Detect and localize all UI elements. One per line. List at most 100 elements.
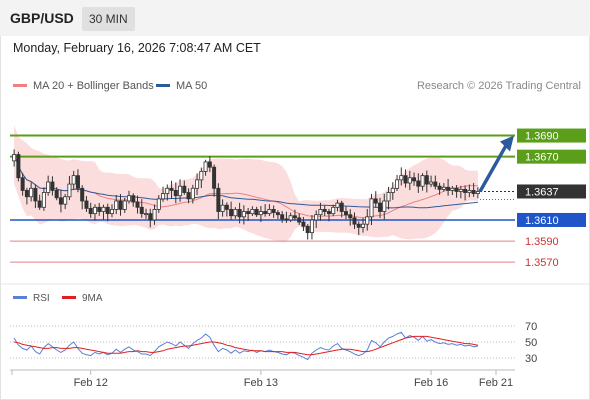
candle-body xyxy=(148,213,153,221)
candle-body xyxy=(463,188,468,193)
rsi-tick-label-0: 70 xyxy=(525,321,537,333)
candle-body xyxy=(229,209,234,217)
candle-body xyxy=(216,187,221,212)
candle-body xyxy=(263,211,268,215)
candle-body xyxy=(288,215,293,221)
bollinger-band xyxy=(14,125,478,243)
level-badge-0 xyxy=(517,128,586,143)
candle-body xyxy=(67,183,72,198)
level-label-3: 1.3590 xyxy=(525,236,559,248)
candle-body xyxy=(152,209,157,221)
candle-body xyxy=(237,209,242,218)
last-price-label: 1.3637 xyxy=(525,186,559,198)
candle-body xyxy=(322,209,327,212)
candle-body xyxy=(254,209,259,216)
candle-body xyxy=(58,197,63,205)
candle-body xyxy=(378,202,383,212)
candle-body xyxy=(88,207,93,215)
candle-body xyxy=(471,190,476,194)
candle-body xyxy=(390,187,395,193)
candle-body xyxy=(165,187,170,194)
candle-body xyxy=(420,175,425,187)
legend-swatch-ma50 xyxy=(156,83,170,87)
candle-body xyxy=(75,175,80,189)
candle-body xyxy=(114,200,119,210)
symbol-label: GBP/USD xyxy=(10,10,74,26)
candle-body xyxy=(433,181,438,187)
candle-body xyxy=(63,196,68,205)
candle-body xyxy=(343,211,348,216)
candle-body xyxy=(16,154,21,179)
x-tick-label-0: Feb 12 xyxy=(74,377,108,389)
level-label-2: 1.3610 xyxy=(525,215,559,227)
candle-body xyxy=(220,204,225,212)
candle-body xyxy=(173,190,178,197)
candle-body xyxy=(109,209,114,215)
legend-swatch-rsi xyxy=(13,295,27,299)
level-label-0: 1.3690 xyxy=(525,131,559,143)
candle-body xyxy=(369,198,374,218)
last-price-badge xyxy=(517,184,586,199)
candle-body xyxy=(301,221,306,227)
candle-body xyxy=(475,191,480,194)
candle-body xyxy=(12,154,17,162)
candle-body xyxy=(373,198,378,204)
candle-body xyxy=(127,195,132,202)
candle-body xyxy=(365,216,370,225)
candle-body xyxy=(326,211,331,215)
legend-item-ma20: MA 20 + Bollinger Bands xyxy=(13,80,154,92)
candle-body xyxy=(122,200,127,210)
candle-body xyxy=(386,192,391,202)
candle-body xyxy=(105,206,110,215)
level-label-4: 1.3570 xyxy=(525,257,559,269)
candle-body xyxy=(314,214,319,221)
candle-body xyxy=(258,211,263,216)
candle-body xyxy=(135,201,140,208)
candle-body xyxy=(348,214,353,219)
candle-body xyxy=(20,177,25,191)
candle-body xyxy=(186,192,191,200)
candle-body xyxy=(37,200,42,208)
candle-body xyxy=(352,217,357,225)
candle-body xyxy=(446,186,451,191)
candle-body xyxy=(169,187,174,191)
candle-body xyxy=(24,190,29,198)
candle-body xyxy=(144,213,149,216)
candle-body xyxy=(250,209,255,215)
candle-body xyxy=(429,181,434,185)
candle-body xyxy=(292,215,297,219)
forecast-arrow-shaft xyxy=(478,144,508,193)
candle-body xyxy=(241,211,246,218)
candle-body xyxy=(280,214,285,220)
candle-body xyxy=(297,217,302,223)
candle-body xyxy=(275,212,280,216)
legend-item-rsi: RSI xyxy=(13,293,50,304)
timeframe-button[interactable]: 30 MIN xyxy=(82,7,135,31)
candle-body xyxy=(33,187,38,202)
candle-body xyxy=(335,202,340,208)
candle-body xyxy=(92,206,97,215)
candle-body xyxy=(412,177,417,182)
x-tick-label-3: Feb 21 xyxy=(479,377,513,389)
legend-label-ma20: MA 20 + Bollinger Bands xyxy=(33,80,154,92)
rsi-tick-label-1: 50 xyxy=(525,337,537,349)
candle-body xyxy=(267,209,272,215)
candle-body xyxy=(339,202,344,212)
candle-body xyxy=(233,209,238,217)
level-badge-1 xyxy=(517,149,586,164)
candle-body xyxy=(284,218,289,221)
candles-group xyxy=(12,149,480,240)
research-credit: Research © 2026 Trading Central xyxy=(416,80,581,92)
legend-item-9ma: 9MA xyxy=(62,293,103,304)
candle-body xyxy=(139,206,144,215)
candle-body xyxy=(101,206,106,212)
candle-body xyxy=(50,181,55,191)
candle-body xyxy=(437,185,442,190)
candle-body xyxy=(403,175,408,184)
candle-body xyxy=(46,181,51,193)
rsi-tick-label-2: 30 xyxy=(525,353,537,365)
candle-body xyxy=(199,171,204,181)
candle-body xyxy=(161,193,166,200)
candle-body xyxy=(331,206,336,215)
